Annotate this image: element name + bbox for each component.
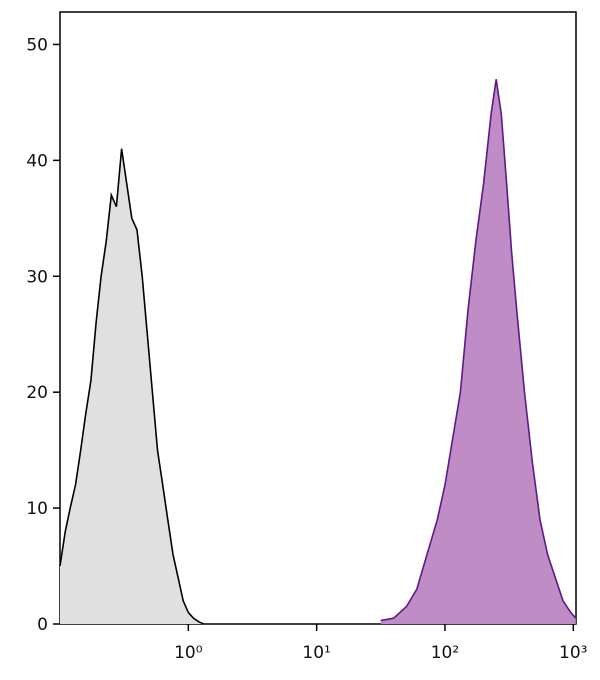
y-tick-label: 10 xyxy=(26,499,48,519)
x-tick-label: 10⁰ xyxy=(174,643,203,663)
plot-frame xyxy=(59,11,577,625)
y-tick-label: 50 xyxy=(26,35,48,55)
x-tick-label: 10³ xyxy=(559,643,587,663)
area-fill xyxy=(60,148,204,625)
y-tick-label: 40 xyxy=(26,151,48,171)
y-tick-label: 30 xyxy=(26,267,48,287)
x-tick-label: 10¹ xyxy=(302,643,330,663)
histogram-line xyxy=(59,148,205,625)
area-fill xyxy=(380,79,576,624)
y-tick-label: 20 xyxy=(26,383,48,403)
histogram-line xyxy=(380,79,577,622)
y-tick-label: 0 xyxy=(37,615,48,635)
x-tick-label: 10² xyxy=(431,643,459,663)
